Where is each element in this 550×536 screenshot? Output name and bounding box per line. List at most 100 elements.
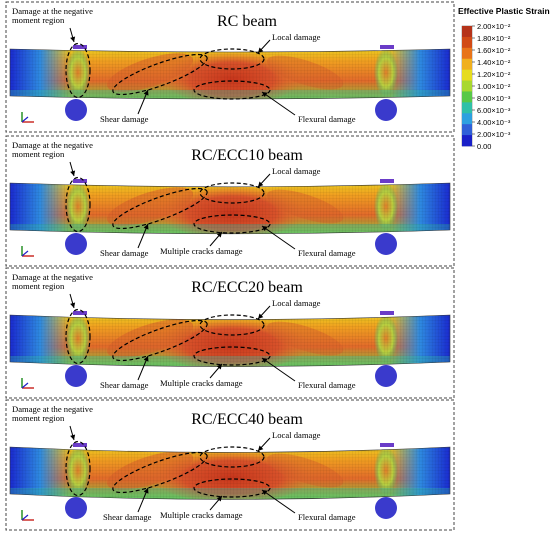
axis-triad [21,378,34,389]
legend-tick-label: 2.00×10⁻² [477,22,511,31]
arrowhead [70,170,76,176]
pointer-line [261,225,296,250]
damage-zone-outline [112,319,208,362]
damage-zone-outline [65,308,91,365]
legend-swatch [462,102,472,114]
multiple-cracks-label: Multiple cracks damage [160,246,243,256]
damage-zone-outline [193,80,271,100]
arrowhead [70,434,76,440]
loading-plate-right [380,179,394,183]
arrowhead [143,90,149,96]
legend-swatch [462,69,472,81]
local-damage-label: Local damage [272,298,321,308]
loading-plate-left [73,179,87,183]
arrowhead [143,356,149,362]
damage-zone-outline [199,48,265,70]
multiple-cracks-label: Multiple cracks damage [160,510,243,520]
damage-zone-outline [65,176,91,233]
shear-damage-label: Shear damage [100,380,149,390]
axis-triad [21,246,34,257]
arrowhead [216,496,222,502]
support-roller-right [375,497,397,519]
panel-title: RC/ECC20 beam [191,279,303,296]
panel-frame [5,1,455,133]
support-roller-right [375,233,397,255]
negative-moment-label: Damage at the negative moment region [12,6,93,25]
beam-panel-2: RC/ECC10 beam Damage at the negative momen… [5,135,455,267]
panel-frame [5,135,455,267]
loading-plate-left [73,443,87,447]
legend-swatch [462,91,472,103]
legend-swatch [462,36,472,49]
damage-zone-outline [193,478,271,498]
shear-damage-label: Shear damage [103,512,152,522]
axis-z [21,514,29,521]
beam-panel-4: RC/ECC40 beam Damage at the negative momen… [5,399,455,531]
legend-title: Effective Plastic Strain [458,6,550,16]
legend-tick-label: 0.00 [477,142,491,151]
arrowhead [262,226,268,231]
arrowhead [143,224,149,230]
support-roller-left [65,233,87,255]
legend-tick-label: 1.60×10⁻² [477,46,511,55]
loading-plate-right [380,443,394,447]
negative-moment-label: Damage at the negative moment region [12,272,93,291]
panel-frame [5,267,455,399]
beam-contour [10,183,450,234]
local-damage-label: Local damage [272,166,321,176]
axis-z [21,250,29,257]
local-damage-label: Local damage [272,430,321,440]
damage-zone-outline [199,446,265,468]
shear-damage-label: Shear damage [100,248,149,258]
damage-zone-outline [112,187,208,230]
legend-tick-label: 2.00×10⁻³ [477,130,511,139]
legend-tick-label: 1.80×10⁻² [477,34,511,43]
panel-title: RC/ECC40 beam [191,411,303,428]
legend-swatch [462,58,472,70]
beam-panel-3: RC/ECC20 beam Damage at the negative momen… [5,267,455,399]
arrowhead [262,358,268,363]
fe-mesh [10,315,450,367]
beam-outline [9,48,451,100]
beam-contour [10,447,450,500]
legend-tick-label: 8.00×10⁻³ [477,94,511,103]
shear-damage-label: Shear damage [100,114,149,124]
arrowhead [258,181,264,187]
pointer-line [261,357,296,382]
multiple-cracks-label: Multiple cracks damage [160,378,243,388]
axis-triad [21,112,34,123]
loading-plate-right [380,45,394,49]
beam-outline [9,182,451,235]
arrowhead [262,92,268,97]
support-roller-left [65,497,87,519]
legend-swatch [462,80,472,92]
damage-zone-outline [199,314,265,336]
damage-zone-outline [65,42,91,99]
beam-contour [10,315,450,367]
arrowhead [216,364,222,370]
support-roller-left [65,365,87,387]
legend-swatch [462,135,472,147]
negative-moment-label: Damage at the negative moment region [12,404,93,423]
fe-mesh [10,183,450,234]
loading-plate-right [380,311,394,315]
beam-outline [9,446,451,500]
arrowhead [70,36,76,42]
arrowhead [143,488,149,494]
panel-frame [5,399,455,531]
arrowhead [258,47,264,53]
panel-title: RC beam [217,13,278,30]
legend-tick-label: 6.00×10⁻³ [477,106,511,115]
axis-triad [21,510,34,521]
axis-z [21,116,29,123]
arrowhead [262,490,268,495]
support-roller-right [375,99,397,121]
loading-plate-left [73,311,87,315]
arrowhead [258,445,264,451]
damage-zone-outline [199,182,265,204]
negative-moment-label: Damage at the negative moment region [12,140,93,159]
arrowhead [258,313,264,319]
support-roller-left [65,99,87,121]
fe-mesh [10,447,450,500]
local-damage-label: Local damage [272,32,321,42]
